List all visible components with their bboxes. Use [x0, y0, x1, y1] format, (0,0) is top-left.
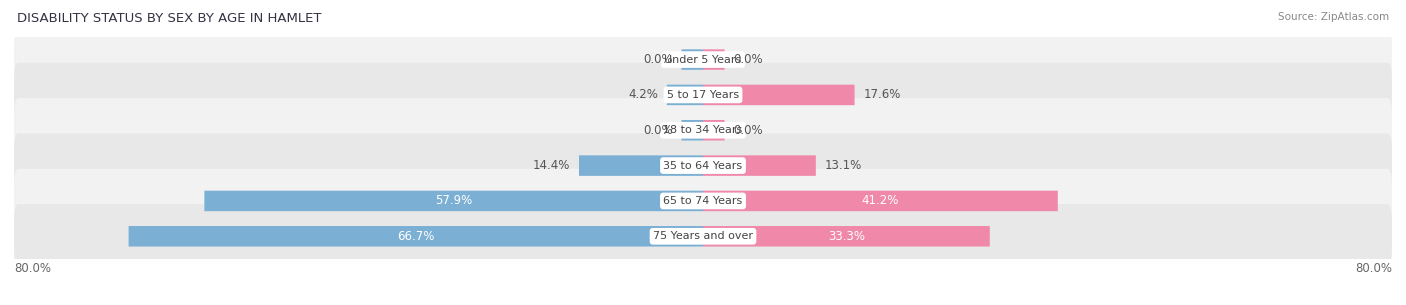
Text: 80.0%: 80.0%: [1355, 262, 1392, 275]
Text: 0.0%: 0.0%: [733, 124, 763, 137]
FancyBboxPatch shape: [682, 120, 703, 141]
FancyBboxPatch shape: [14, 63, 1392, 127]
FancyBboxPatch shape: [703, 49, 724, 70]
Text: Under 5 Years: Under 5 Years: [665, 55, 741, 65]
Text: 35 to 64 Years: 35 to 64 Years: [664, 161, 742, 170]
Text: 13.1%: 13.1%: [824, 159, 862, 172]
Text: 75 Years and over: 75 Years and over: [652, 231, 754, 241]
FancyBboxPatch shape: [14, 169, 1392, 233]
FancyBboxPatch shape: [14, 98, 1392, 163]
Text: 4.2%: 4.2%: [628, 88, 658, 102]
Text: 0.0%: 0.0%: [733, 53, 763, 66]
Text: 5 to 17 Years: 5 to 17 Years: [666, 90, 740, 100]
FancyBboxPatch shape: [703, 85, 855, 105]
FancyBboxPatch shape: [14, 133, 1392, 198]
Text: 0.0%: 0.0%: [643, 53, 673, 66]
FancyBboxPatch shape: [682, 49, 703, 70]
FancyBboxPatch shape: [128, 226, 703, 246]
Text: 18 to 34 Years: 18 to 34 Years: [664, 125, 742, 135]
FancyBboxPatch shape: [14, 27, 1392, 92]
Text: 66.7%: 66.7%: [396, 230, 434, 243]
Legend: Male, Female: Male, Female: [641, 302, 765, 305]
FancyBboxPatch shape: [666, 85, 703, 105]
FancyBboxPatch shape: [579, 155, 703, 176]
Text: Source: ZipAtlas.com: Source: ZipAtlas.com: [1278, 12, 1389, 22]
Text: DISABILITY STATUS BY SEX BY AGE IN HAMLET: DISABILITY STATUS BY SEX BY AGE IN HAMLE…: [17, 12, 322, 25]
Text: 57.9%: 57.9%: [434, 194, 472, 207]
Text: 17.6%: 17.6%: [863, 88, 901, 102]
Text: 80.0%: 80.0%: [14, 262, 51, 275]
FancyBboxPatch shape: [204, 191, 703, 211]
FancyBboxPatch shape: [703, 191, 1057, 211]
Text: 14.4%: 14.4%: [533, 159, 571, 172]
Text: 41.2%: 41.2%: [862, 194, 898, 207]
Text: 0.0%: 0.0%: [643, 124, 673, 137]
FancyBboxPatch shape: [703, 226, 990, 246]
Text: 33.3%: 33.3%: [828, 230, 865, 243]
FancyBboxPatch shape: [703, 155, 815, 176]
FancyBboxPatch shape: [14, 204, 1392, 268]
FancyBboxPatch shape: [703, 120, 724, 141]
Text: 65 to 74 Years: 65 to 74 Years: [664, 196, 742, 206]
